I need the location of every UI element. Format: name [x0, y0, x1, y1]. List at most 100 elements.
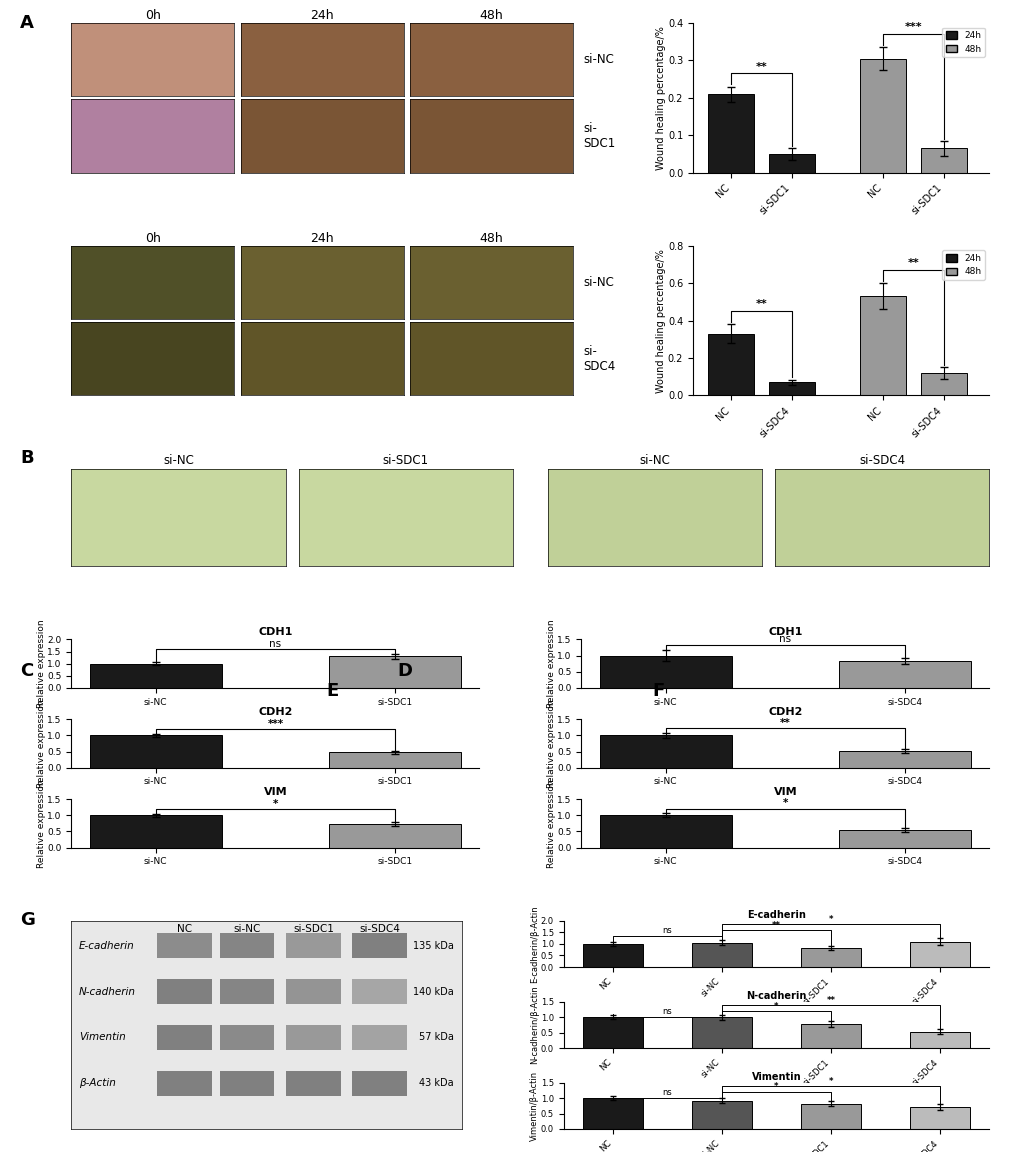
- Title: E-cadherin: E-cadherin: [746, 910, 805, 920]
- Text: 140 kDa: 140 kDa: [413, 986, 453, 996]
- Title: N-cadherin: N-cadherin: [746, 991, 806, 1001]
- Title: si-NC: si-NC: [639, 455, 669, 468]
- Text: **: **: [755, 300, 766, 310]
- Bar: [90, 816, 221, 848]
- Bar: [157, 979, 212, 1005]
- Bar: [707, 94, 753, 173]
- Text: **: **: [825, 996, 835, 1005]
- Text: *: *: [782, 798, 788, 808]
- Title: 48h: 48h: [479, 232, 503, 244]
- Title: 48h: 48h: [479, 9, 503, 22]
- Text: **: **: [771, 920, 781, 930]
- Y-axis label: Relative expression: Relative expression: [37, 699, 46, 788]
- Title: CDH1: CDH1: [258, 627, 292, 637]
- Text: E-cadherin: E-cadherin: [79, 941, 135, 950]
- Title: CDH1: CDH1: [767, 627, 802, 637]
- Text: *: *: [828, 915, 833, 924]
- Y-axis label: Vimentin/β-Actin: Vimentin/β-Actin: [530, 1070, 539, 1140]
- Title: 0h: 0h: [145, 9, 161, 22]
- Bar: [352, 933, 407, 958]
- Bar: [768, 382, 814, 395]
- Bar: [707, 334, 753, 395]
- Text: D: D: [397, 662, 413, 680]
- Text: ***: ***: [267, 719, 283, 729]
- Text: si-
SDC1: si- SDC1: [583, 122, 614, 150]
- Text: ***: ***: [904, 22, 921, 32]
- Text: 43 kDa: 43 kDa: [419, 1078, 453, 1089]
- Bar: [285, 1070, 340, 1096]
- Bar: [90, 664, 221, 688]
- Bar: [285, 933, 340, 958]
- Legend: 24h, 48h: 24h, 48h: [942, 28, 984, 58]
- Bar: [219, 979, 274, 1005]
- Title: VIM: VIM: [263, 787, 287, 797]
- Bar: [800, 1024, 860, 1048]
- Text: si-NC: si-NC: [583, 276, 613, 289]
- Text: ns: ns: [662, 1087, 672, 1097]
- Bar: [352, 1070, 407, 1096]
- Y-axis label: Relative expression: Relative expression: [546, 620, 555, 708]
- Title: CDH2: CDH2: [767, 707, 802, 718]
- Bar: [352, 1025, 407, 1049]
- Text: 135 kDa: 135 kDa: [413, 941, 453, 950]
- Text: N-cadherin: N-cadherin: [79, 986, 137, 996]
- Text: si-
SDC4: si- SDC4: [583, 344, 614, 373]
- Text: ns: ns: [269, 638, 281, 649]
- Bar: [329, 657, 461, 688]
- Bar: [583, 943, 642, 967]
- Bar: [157, 1070, 212, 1096]
- Text: Vimentin: Vimentin: [79, 1032, 125, 1043]
- Text: ns: ns: [662, 1007, 672, 1016]
- Bar: [583, 1098, 642, 1129]
- Y-axis label: Relative expression: Relative expression: [546, 699, 555, 788]
- Text: **: **: [780, 718, 790, 728]
- Text: β-Actin: β-Actin: [79, 1078, 116, 1089]
- Bar: [157, 933, 212, 958]
- Legend: 24h, 48h: 24h, 48h: [942, 250, 984, 280]
- Text: si-NC: si-NC: [233, 924, 261, 934]
- Bar: [599, 735, 731, 767]
- Text: E: E: [326, 682, 338, 699]
- Title: si-SDC4: si-SDC4: [858, 455, 905, 468]
- Bar: [909, 1032, 969, 1048]
- Bar: [768, 154, 814, 173]
- Text: *: *: [773, 1083, 779, 1091]
- Text: *: *: [773, 1001, 779, 1010]
- Text: *: *: [828, 1077, 833, 1086]
- Bar: [219, 933, 274, 958]
- Text: NC: NC: [177, 924, 192, 934]
- Text: **: **: [907, 258, 918, 268]
- Bar: [909, 1107, 969, 1129]
- Bar: [800, 948, 860, 967]
- Bar: [219, 1025, 274, 1049]
- Bar: [583, 1017, 642, 1048]
- Title: 0h: 0h: [145, 232, 161, 244]
- Y-axis label: Relative expression: Relative expression: [37, 779, 46, 867]
- Y-axis label: Relative expression: Relative expression: [546, 779, 555, 867]
- Text: si-NC: si-NC: [583, 53, 613, 66]
- Bar: [352, 979, 407, 1005]
- Text: *: *: [272, 798, 278, 809]
- Bar: [839, 751, 970, 767]
- Text: ns: ns: [662, 926, 672, 935]
- Text: si-SDC4: si-SDC4: [359, 924, 399, 934]
- Text: F: F: [652, 682, 664, 699]
- Title: VIM: VIM: [772, 787, 797, 797]
- Bar: [691, 1100, 751, 1129]
- Bar: [285, 1025, 340, 1049]
- Title: 24h: 24h: [310, 9, 334, 22]
- Y-axis label: Wound healing percentage/%: Wound healing percentage/%: [656, 25, 665, 169]
- Bar: [909, 941, 969, 967]
- Bar: [859, 296, 905, 395]
- Bar: [691, 1017, 751, 1048]
- Text: C: C: [20, 662, 34, 680]
- Bar: [599, 816, 731, 848]
- Title: si-SDC1: si-SDC1: [382, 455, 428, 468]
- Text: B: B: [20, 449, 34, 467]
- Text: G: G: [20, 911, 36, 929]
- Bar: [90, 735, 221, 767]
- Text: A: A: [20, 14, 35, 31]
- Bar: [285, 979, 340, 1005]
- Bar: [920, 149, 966, 173]
- Bar: [859, 59, 905, 173]
